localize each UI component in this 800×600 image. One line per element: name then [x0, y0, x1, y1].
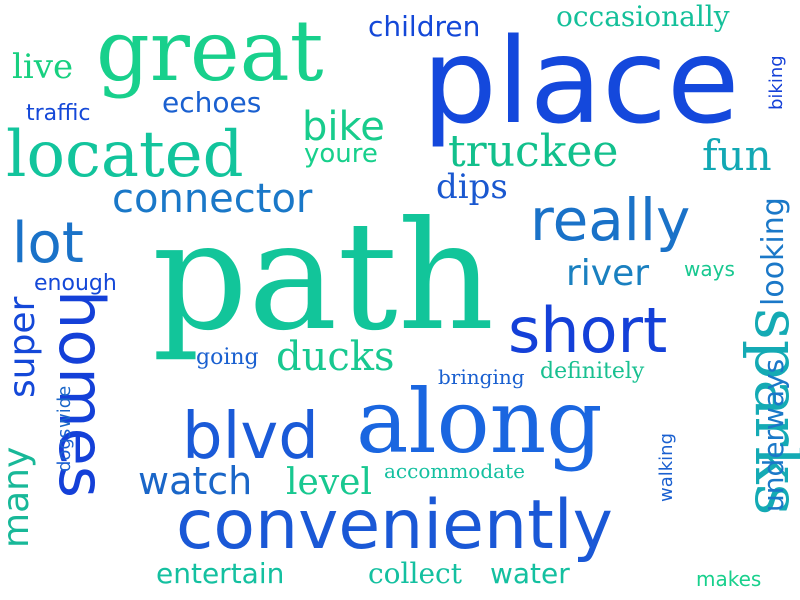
- word-collect: collect: [368, 557, 463, 590]
- word-traffic: traffic: [26, 101, 91, 126]
- word-truckee: truckee: [448, 126, 618, 177]
- word-makes: makes: [696, 567, 761, 591]
- word-great: great: [96, 2, 324, 100]
- word-level: level: [286, 462, 372, 503]
- word-going: going: [196, 345, 259, 370]
- word-place: place: [422, 12, 739, 150]
- word-water: water: [490, 557, 570, 590]
- word-fun: fun: [702, 131, 772, 180]
- word-bike: bike: [302, 104, 385, 150]
- word-connector: connector: [112, 176, 313, 222]
- word-conveniently: conveniently: [176, 486, 613, 565]
- word-located: located: [6, 118, 244, 192]
- word-definitely: definitely: [540, 359, 645, 384]
- word-underways: underways: [757, 359, 790, 512]
- word-lot: lot: [12, 211, 84, 276]
- word-blvd: blvd: [182, 400, 319, 474]
- word-short: short: [508, 294, 667, 367]
- word-enough: enough: [34, 271, 117, 296]
- word-youre: youre: [304, 139, 378, 169]
- word-wide: wide: [54, 386, 75, 428]
- word-watch: watch: [138, 459, 252, 503]
- word-dogs: dogs: [54, 429, 75, 472]
- word-really: really: [530, 186, 690, 254]
- word-many: many: [0, 447, 37, 548]
- word-entertain: entertain: [156, 557, 284, 590]
- word-ducks: ducks: [276, 334, 395, 380]
- word-river: river: [566, 253, 649, 294]
- word-accommodate: accommodate: [384, 459, 525, 483]
- word-bringing: bringing: [438, 365, 525, 389]
- word-children: children: [368, 10, 480, 43]
- word-biking: biking: [766, 55, 787, 110]
- word-dips: dips: [436, 167, 508, 207]
- word-walking: walking: [656, 433, 677, 502]
- word-live: live: [12, 47, 73, 87]
- word-echoes: echoes: [162, 86, 261, 119]
- word-occasionally: occasionally: [556, 0, 730, 33]
- word-looking: looking: [756, 197, 791, 306]
- word-super: super: [2, 296, 43, 398]
- word-ways: ways: [684, 257, 735, 281]
- word-along: along: [356, 370, 603, 473]
- word-homes: homes: [45, 290, 118, 498]
- word-sparks: sparks: [741, 308, 800, 516]
- word-path: path: [152, 190, 494, 364]
